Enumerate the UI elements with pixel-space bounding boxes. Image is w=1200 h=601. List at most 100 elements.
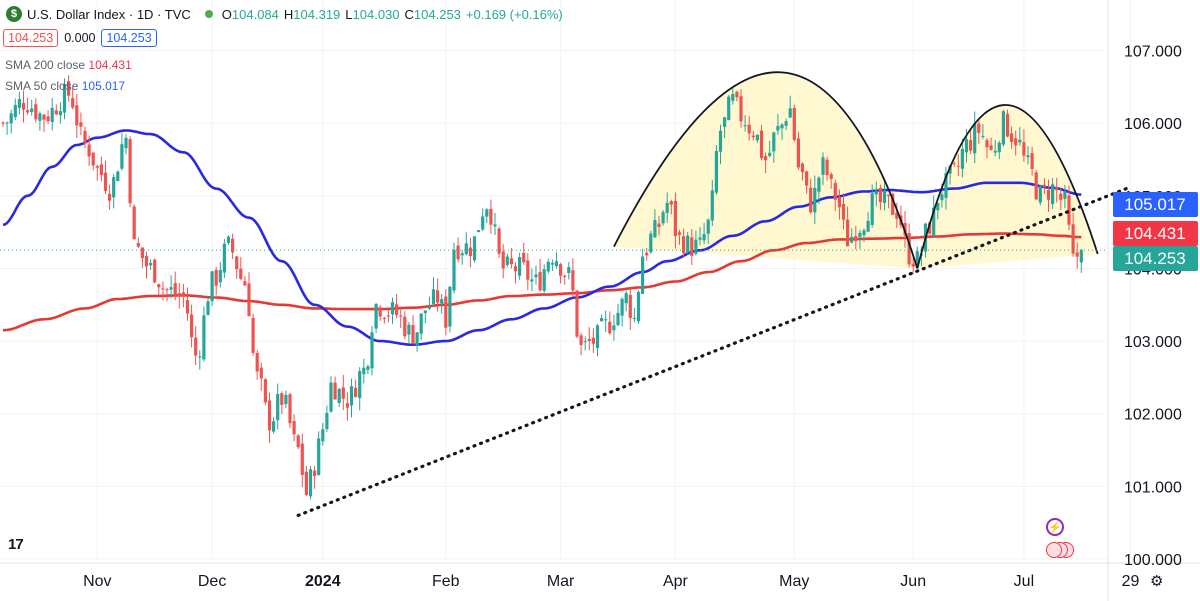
candle-body xyxy=(333,382,337,400)
settings-gear-icon[interactable]: ⚙ xyxy=(1150,573,1164,590)
candle-body xyxy=(636,291,641,322)
candle-body xyxy=(300,443,304,475)
candle-body xyxy=(448,286,452,327)
dollar-logo-icon: $ xyxy=(6,6,22,22)
time-axis: Nov Dec 2024 Feb Mar Apr May Jun Jul 29 xyxy=(83,573,1139,590)
candle-body xyxy=(239,268,243,279)
candle-body xyxy=(784,121,788,126)
candle-body xyxy=(887,194,891,197)
pattern-arc xyxy=(916,104,1099,269)
flags-icon[interactable] xyxy=(1046,542,1074,558)
candle-body xyxy=(538,271,542,291)
candle-body xyxy=(948,165,952,174)
candle-body xyxy=(436,290,440,303)
sma200-legend[interactable]: SMA 200 close 104.431 xyxy=(5,58,132,72)
candle-body xyxy=(661,212,665,224)
candle-body xyxy=(641,256,645,294)
x-tick-label: Feb xyxy=(432,573,460,590)
candle-body xyxy=(1030,153,1034,169)
candle-body xyxy=(67,81,71,96)
candle-body xyxy=(1038,186,1042,203)
candle-body xyxy=(1063,191,1067,199)
y-tick-label: 103.000 xyxy=(1124,334,1182,351)
candle-body xyxy=(296,435,300,448)
candle-body xyxy=(34,104,38,120)
price-label-bg xyxy=(1113,246,1198,271)
candle-body xyxy=(694,239,698,254)
candle-body xyxy=(132,206,136,240)
candle-body xyxy=(140,247,144,259)
candle-body xyxy=(79,122,83,127)
y-tick-label: 100.000 xyxy=(1124,552,1182,569)
candle-body xyxy=(1079,250,1083,263)
candle-body xyxy=(677,232,682,235)
lightning-icon[interactable]: ⚡ xyxy=(1046,518,1064,536)
candle-body xyxy=(468,247,472,256)
candle-body xyxy=(177,293,181,297)
candle-body xyxy=(850,236,854,243)
candle-body xyxy=(419,313,423,334)
candle-body xyxy=(103,172,108,191)
candle-body xyxy=(202,315,206,360)
candle-body xyxy=(702,234,706,241)
candle-body xyxy=(891,193,895,215)
candle-body xyxy=(83,130,87,144)
candle-body xyxy=(673,200,677,237)
candle-body xyxy=(485,209,489,217)
candle-body xyxy=(825,159,829,176)
candle-body xyxy=(144,256,149,267)
candle-body xyxy=(321,429,325,442)
candle-body xyxy=(682,236,686,254)
candle-body xyxy=(882,190,887,203)
candle-body xyxy=(870,193,874,225)
candle-body xyxy=(546,261,550,272)
candle-body xyxy=(710,190,714,221)
open-value: 104.084 xyxy=(231,6,279,22)
candle-body xyxy=(866,220,870,232)
candle-body xyxy=(5,122,9,124)
candle-body xyxy=(821,157,825,175)
candle-body xyxy=(1001,111,1005,145)
candle-body xyxy=(259,367,263,379)
tradingview-logo-icon[interactable]: 17 xyxy=(8,536,24,553)
x-tick-label: Mar xyxy=(547,573,575,590)
x-tick-label: Jun xyxy=(900,573,926,590)
candle-body xyxy=(1014,138,1018,146)
candle-body xyxy=(349,386,354,406)
candle-body xyxy=(354,387,358,397)
y-tick-label: 101.000 xyxy=(1124,479,1182,496)
candle-body xyxy=(690,237,694,256)
candle-body xyxy=(62,84,67,113)
candle-body xyxy=(75,105,79,126)
candle-body xyxy=(124,137,128,149)
low-value: 104.030 xyxy=(352,6,400,22)
candle-body xyxy=(13,104,17,118)
candle-body xyxy=(591,337,595,344)
candle-body xyxy=(550,262,554,265)
spread-value: 0.000 xyxy=(64,31,96,45)
candle-body xyxy=(743,125,747,127)
candle-body xyxy=(185,300,190,314)
sell-price-button[interactable]: 104.253 xyxy=(3,29,59,47)
symbol-title[interactable]: U.S. Dollar Index · 1D · TVC xyxy=(27,6,191,22)
candle-body xyxy=(964,139,969,153)
price-label-bg xyxy=(1113,192,1198,217)
pattern-arcs xyxy=(613,71,1099,269)
candle-body xyxy=(874,190,878,195)
candle-body xyxy=(444,296,448,328)
buy-price-button[interactable]: 104.253 xyxy=(101,29,157,47)
candle-body xyxy=(71,98,75,108)
candle-body xyxy=(686,235,690,253)
candle-body xyxy=(665,202,669,213)
candle-body xyxy=(194,337,198,356)
candle-body xyxy=(337,388,341,404)
candle-body xyxy=(563,275,567,277)
close-value: 104.253 xyxy=(413,6,461,22)
candle-body xyxy=(579,335,583,345)
candle-body xyxy=(206,301,210,316)
candle-body xyxy=(226,236,231,244)
candle-body xyxy=(513,266,518,272)
sma50-legend[interactable]: SMA 50 close 105.017 xyxy=(5,79,125,93)
candle-body xyxy=(358,371,362,399)
